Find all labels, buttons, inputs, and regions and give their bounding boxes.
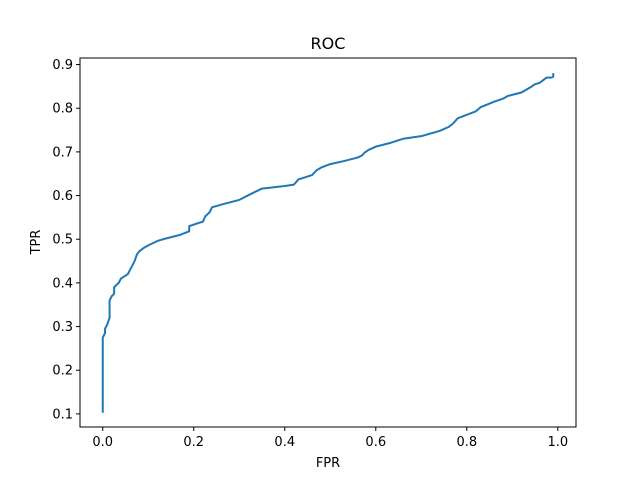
x-tick-label: 0.2	[183, 435, 204, 450]
y-tick-label: 0.8	[52, 102, 73, 117]
y-tick-label: 0.7	[52, 145, 73, 160]
plot-frame	[79, 57, 577, 428]
y-tick-label: 0.4	[52, 276, 73, 291]
x-axis-label: FPR	[316, 456, 340, 471]
series-line-0	[101, 73, 555, 413]
axis-ticks: 0.0 0.2 0.4 0.6 0.8 1.0 0.1 0.2 0.3 0.4 0.5 0.6 0.7 0…	[52, 58, 568, 450]
y-tick-label: 0.9	[52, 58, 73, 73]
plot-area	[101, 73, 555, 413]
chart-title: ROC	[311, 34, 346, 53]
y-tick-label: 0.6	[52, 189, 73, 204]
x-tick-label: 1.0	[547, 435, 568, 450]
x-tick-label: 0.6	[365, 435, 386, 450]
y-tick-label: 0.5	[52, 233, 73, 248]
x-tick-label: 0.4	[274, 435, 295, 450]
x-tick-label: 0.8	[456, 435, 477, 450]
y-axis-label: TPR	[29, 230, 44, 256]
y-tick-label: 0.3	[52, 320, 73, 335]
x-tick-label: 0.0	[92, 435, 113, 450]
y-tick-label: 0.1	[52, 407, 73, 422]
y-tick-label: 0.2	[52, 364, 73, 379]
